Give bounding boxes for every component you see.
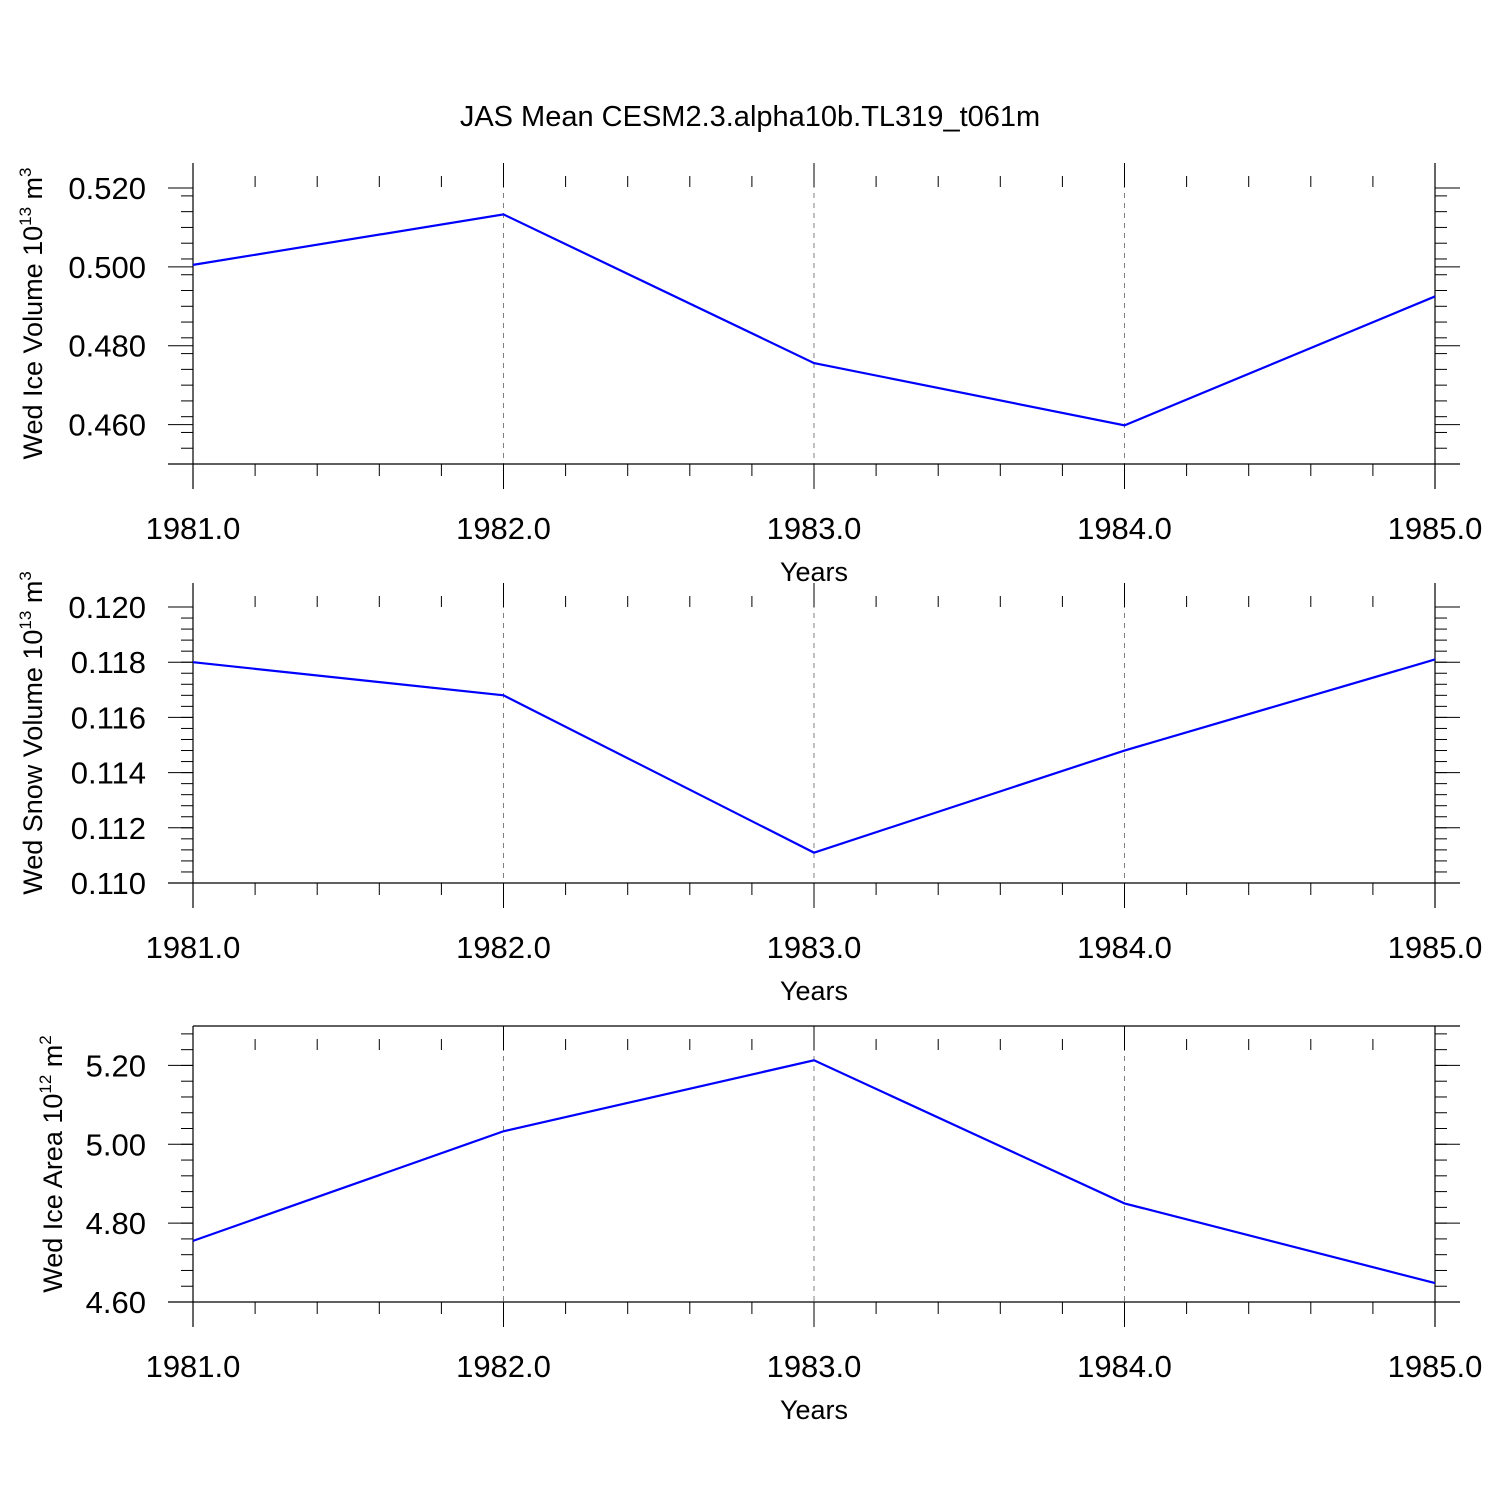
x-axis-title: Years (780, 976, 848, 1006)
y-tick-label: 0.520 (68, 171, 146, 206)
y-tick-label: 4.80 (86, 1206, 146, 1241)
x-tick-label: 1982.0 (456, 930, 551, 965)
chart-title: JAS Mean CESM2.3.alpha10b.TL319_t061m (460, 101, 1040, 133)
x-tick-label: 1983.0 (767, 930, 862, 965)
x-tick-label: 1984.0 (1077, 511, 1172, 546)
y-tick-label: 0.110 (71, 866, 146, 901)
y-axis-title: Wed Snow Volume 1013 m3 (16, 571, 48, 895)
x-tick-label: 1982.0 (456, 1349, 551, 1384)
x-tick-label: 1984.0 (1077, 1349, 1172, 1384)
x-tick-label: 1983.0 (767, 511, 862, 546)
x-tick-label: 1982.0 (456, 511, 551, 546)
x-tick-label: 1984.0 (1077, 930, 1172, 965)
y-tick-label: 0.118 (71, 645, 146, 680)
y-tick-label: 0.120 (68, 590, 146, 625)
panel-3: 1981.0 1982.0 1983.0 1984.0 1985.0 4.60 4.80 5.… (36, 1025, 1483, 1425)
x-tick-label: 1981.0 (146, 511, 241, 546)
y-tick-label: 0.116 (71, 700, 146, 735)
y-tick-label: 5.20 (86, 1048, 146, 1083)
y-tick-label: 0.114 (71, 756, 146, 791)
x-axis-title: Years (780, 557, 848, 587)
y-tick-label: 4.60 (86, 1285, 146, 1320)
y-tick-label: 0.480 (68, 329, 146, 364)
x-tick-label: 1981.0 (146, 930, 241, 965)
panels: 1981.0 1982.0 1983.0 1984.0 1985.0 0.460 0.480… (16, 163, 1482, 1425)
x-tick-label: 1985.0 (1388, 930, 1483, 965)
x-tick-label: 1983.0 (767, 1349, 862, 1384)
x-tick-label: 1985.0 (1388, 511, 1483, 546)
y-tick-label: 0.460 (68, 408, 146, 443)
y-tick-label: 0.112 (71, 811, 146, 846)
x-tick-label: 1981.0 (146, 1349, 241, 1384)
x-axis-title: Years (780, 1395, 848, 1425)
y-tick-label: 0.500 (68, 250, 146, 285)
panel-2: 1981.0 1982.0 1983.0 1984.0 1985.0 0.110 0.112… (16, 571, 1482, 1006)
y-tick-label: 5.00 (86, 1127, 146, 1162)
x-tick-label: 1985.0 (1388, 1349, 1483, 1384)
panel-1: 1981.0 1982.0 1983.0 1984.0 1985.0 0.460 0.480… (16, 163, 1482, 587)
y-axis-title: Wed Ice Area 1012 m2 (36, 1035, 68, 1293)
y-axis-title: Wed Ice Volume 1013 m3 (16, 167, 48, 459)
